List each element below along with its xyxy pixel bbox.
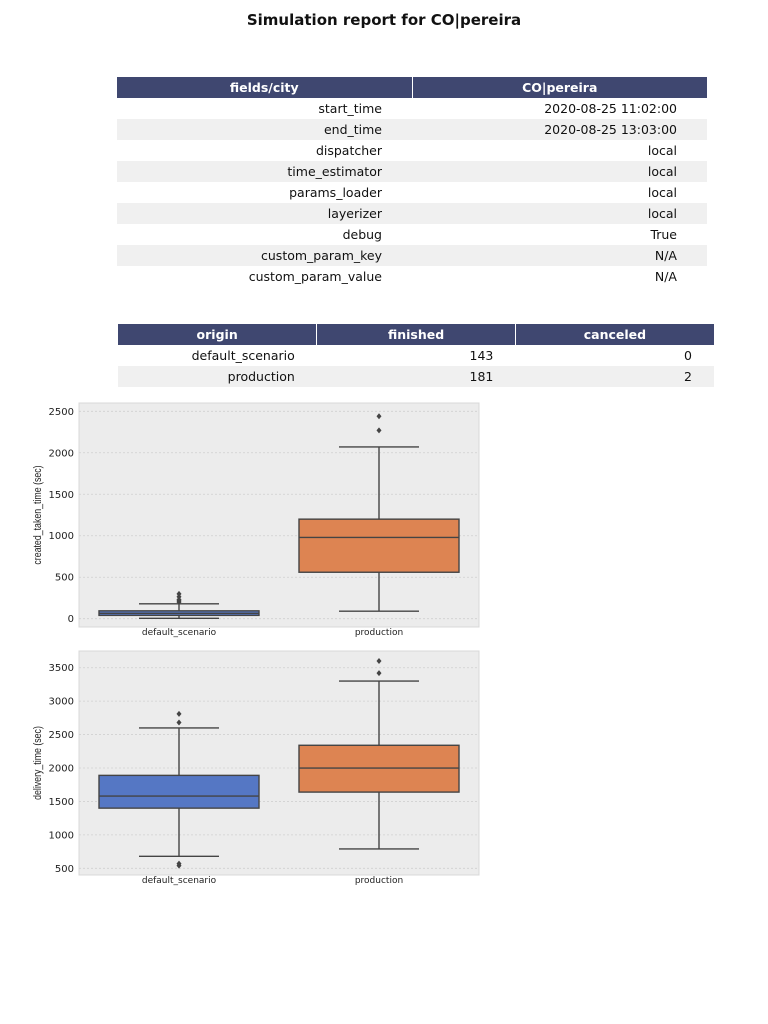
finished-cell: 143 (469, 348, 494, 363)
field-name: debug (342, 227, 382, 242)
outlier-point (176, 860, 182, 867)
outlier-point (376, 413, 382, 420)
field-value: 2020-08-25 11:02:00 (544, 101, 677, 116)
field-value: N/A (654, 269, 677, 284)
field-name: time_estimator (117, 161, 412, 182)
y-tick-label: 2500 (49, 730, 74, 741)
table-row: default_scenario 143 0 (118, 345, 714, 366)
box-default_scenario (98, 710, 260, 869)
table-row: start_time 2020-08-25 11:02:00 (117, 98, 707, 119)
outlier-point (176, 599, 182, 606)
origin-summary-table: origin finished canceled default_scenari… (118, 324, 714, 387)
field-value: 2020-08-25 13:03:00 (412, 119, 707, 140)
finished-cell: 181 (316, 366, 516, 387)
column-header: fields/city (117, 77, 413, 98)
x-tick-label: default_scenario (142, 628, 217, 638)
y-tick-label: 1000 (49, 830, 74, 841)
y-tick-label: 2000 (49, 764, 74, 775)
y-tick-label: 1000 (49, 531, 74, 542)
box-production (298, 658, 460, 850)
column-header: CO|pereira (412, 77, 707, 98)
field-name: params_loader (289, 185, 382, 200)
y-tick-label: 3500 (49, 663, 74, 674)
table-row: dispatcher local (117, 140, 707, 161)
table-row: time_estimator local (117, 161, 707, 182)
box-iqr (98, 774, 260, 809)
outlier-point (176, 596, 182, 603)
field-value: local (647, 143, 677, 158)
table-header-row: fields/city CO|pereira (117, 77, 707, 98)
field-name: layerizer (117, 203, 412, 224)
y-tick-label: 1500 (49, 797, 74, 808)
field-name: custom_param_value (248, 269, 382, 284)
outlier-point (376, 427, 382, 434)
y-tick-label: 2000 (49, 448, 74, 459)
table-row: custom_param_key N/A (117, 245, 707, 266)
box-default_scenario (98, 590, 260, 619)
y-axis-label: created_taken_time (sec) (32, 465, 44, 564)
outlier-point (176, 710, 182, 717)
table-row: production 181 2 (118, 366, 714, 387)
outlier-point (176, 593, 182, 600)
x-tick-label: default_scenario (142, 876, 217, 886)
origin-cell: default_scenario (191, 348, 295, 363)
column-header: finished (316, 324, 516, 345)
outlier-point (176, 862, 182, 869)
field-value: N/A (412, 245, 707, 266)
y-tick-label: 0 (68, 614, 74, 625)
field-name: end_time (117, 119, 412, 140)
simulation-fields-table: fields/city CO|pereira start_time 2020-08… (117, 77, 707, 287)
canceled-cell: 2 (515, 366, 714, 387)
field-value: local (647, 185, 677, 200)
y-tick-label: 1500 (49, 490, 74, 501)
table-row: debug True (117, 224, 707, 245)
outlier-point (176, 719, 182, 726)
outlier-point (176, 597, 182, 604)
x-tick-label: production (355, 876, 403, 886)
plot-area (78, 402, 480, 628)
outlier-point (376, 658, 382, 665)
page-title: Simulation report for CO|pereira (246, 11, 522, 29)
outlier-point (176, 590, 182, 597)
y-tick-label: 500 (55, 573, 74, 584)
table-row: layerizer local (117, 203, 707, 224)
canceled-cell: 0 (684, 348, 692, 363)
table-row: end_time 2020-08-25 13:03:00 (117, 119, 707, 140)
box-iqr (298, 744, 460, 793)
y-tick-label: 3000 (49, 697, 74, 708)
box-production (298, 413, 460, 612)
box-iqr (98, 610, 260, 617)
table-header-row: origin finished canceled (118, 324, 714, 345)
y-tick-label: 2500 (49, 407, 74, 418)
box-iqr (298, 518, 460, 573)
outlier-point (376, 670, 382, 677)
origin-cell: production (118, 366, 317, 387)
field-name: start_time (318, 101, 382, 116)
table-row: custom_param_value N/A (117, 266, 707, 287)
y-tick-label: 500 (55, 864, 74, 875)
table-row: params_loader local (117, 182, 707, 203)
column-header: origin (118, 324, 318, 345)
field-value: local (412, 203, 707, 224)
field-name: custom_param_key (117, 245, 412, 266)
plot-area (78, 650, 480, 876)
field-name: dispatcher (315, 143, 382, 158)
column-header: canceled (515, 324, 714, 345)
x-tick-label: production (355, 628, 403, 638)
field-value: True (650, 227, 677, 242)
field-value: local (412, 161, 707, 182)
y-axis-label: delivery_time (sec) (32, 726, 44, 800)
